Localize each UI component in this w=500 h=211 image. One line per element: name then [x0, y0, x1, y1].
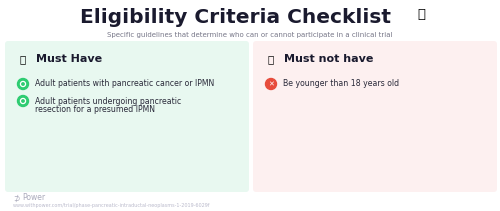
Circle shape [20, 99, 25, 104]
Circle shape [18, 78, 28, 89]
Text: 📋: 📋 [418, 8, 426, 21]
Text: 👎: 👎 [268, 54, 274, 64]
Text: Must not have: Must not have [284, 54, 374, 64]
Text: Adult patients undergoing pancreatic: Adult patients undergoing pancreatic [35, 96, 181, 106]
Text: Specific guidelines that determine who can or cannot participate in a clinical t: Specific guidelines that determine who c… [107, 32, 393, 38]
Circle shape [20, 81, 25, 87]
Text: Must Have: Must Have [36, 54, 102, 64]
Text: 👍: 👍 [20, 54, 26, 64]
Text: Eligibility Criteria Checklist: Eligibility Criteria Checklist [80, 8, 390, 27]
Text: Power: Power [22, 193, 45, 203]
Text: Be younger than 18 years old: Be younger than 18 years old [283, 80, 399, 88]
Circle shape [22, 83, 24, 85]
Text: ✕: ✕ [268, 81, 274, 87]
Circle shape [22, 100, 24, 102]
Text: ⊅: ⊅ [13, 193, 20, 203]
Circle shape [18, 96, 28, 107]
Circle shape [266, 78, 276, 89]
Text: Adult patients with pancreatic cancer or IPMN: Adult patients with pancreatic cancer or… [35, 80, 214, 88]
Text: resection for a presumed IPMN: resection for a presumed IPMN [35, 106, 155, 115]
Text: www.withpower.com/trial/phase-pancreatic-intraductal-neoplasms-1-2019-6029f: www.withpower.com/trial/phase-pancreatic… [13, 203, 210, 208]
FancyBboxPatch shape [253, 41, 497, 192]
FancyBboxPatch shape [5, 41, 249, 192]
